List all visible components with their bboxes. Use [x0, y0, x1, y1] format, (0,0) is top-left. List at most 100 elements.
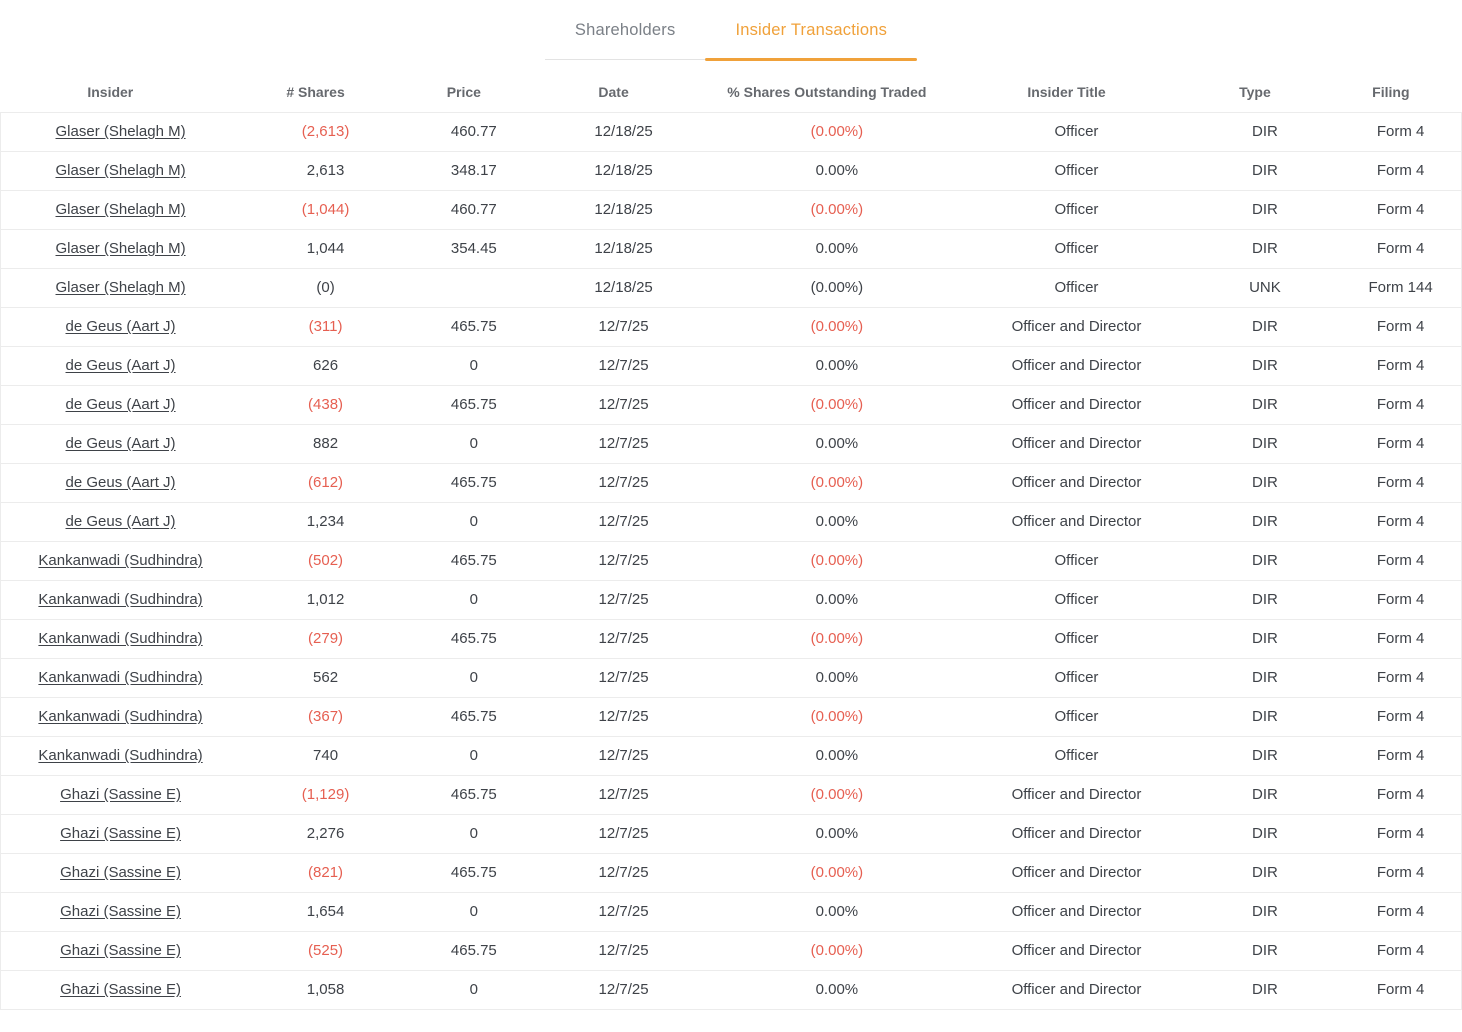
- cell-price: 465.75: [411, 774, 537, 814]
- cell-type: DIR: [1189, 228, 1341, 268]
- cell-filing: Form 4: [1340, 228, 1462, 268]
- cell-date: 12/18/25: [536, 111, 711, 151]
- cell-date: 12/7/25: [536, 813, 711, 853]
- cell-filing: Form 4: [1340, 189, 1462, 229]
- cell-type: DIR: [1189, 306, 1341, 346]
- cell-pct: 0.00%: [710, 657, 964, 697]
- cell-type: DIR: [1189, 891, 1341, 931]
- cell-type: DIR: [1189, 774, 1341, 814]
- cell-price: 465.75: [411, 930, 537, 970]
- cell-insider: Ghazi (Sassine E): [0, 969, 241, 1010]
- cell-filing: Form 4: [1340, 696, 1462, 736]
- cell-date: 12/7/25: [536, 423, 711, 463]
- tab-shareholders[interactable]: Shareholders: [544, 0, 706, 61]
- cell-shares: (821): [240, 852, 412, 892]
- cell-title: Officer: [963, 111, 1190, 151]
- insider-link[interactable]: de Geus (Aart J): [65, 474, 176, 491]
- cell-date: 12/7/25: [536, 306, 711, 346]
- cell-shares: 1,058: [240, 969, 412, 1010]
- cell-insider: Glaser (Shelagh M): [0, 267, 241, 307]
- insider-link[interactable]: Kankanwadi (Sudhindra): [38, 591, 203, 608]
- column-header-filing: Filing: [1372, 83, 1410, 100]
- cell-type: DIR: [1189, 696, 1341, 736]
- cell-type: DIR: [1189, 150, 1341, 190]
- cell-pct: (0.00%): [710, 111, 964, 151]
- insider-link[interactable]: Glaser (Shelagh M): [55, 240, 186, 257]
- cell-title: Officer: [963, 540, 1190, 580]
- insider-link[interactable]: Ghazi (Sassine E): [60, 942, 181, 959]
- cell-price: 0: [411, 891, 537, 931]
- cell-shares: (311): [240, 306, 412, 346]
- insider-link[interactable]: Ghazi (Sassine E): [60, 786, 181, 803]
- cell-type: DIR: [1189, 813, 1341, 853]
- cell-date: 12/18/25: [536, 150, 711, 190]
- cell-pct: 0.00%: [710, 150, 964, 190]
- cell-price: 348.17: [411, 150, 537, 190]
- insider-link[interactable]: Ghazi (Sassine E): [60, 864, 181, 881]
- cell-shares: 882: [240, 423, 412, 463]
- insider-link[interactable]: Glaser (Shelagh M): [55, 279, 186, 296]
- column-header-insider: Insider: [87, 83, 134, 100]
- insider-link[interactable]: Kankanwadi (Sudhindra): [38, 708, 203, 725]
- cell-insider: Glaser (Shelagh M): [0, 150, 241, 190]
- cell-shares: (1,129): [240, 774, 412, 814]
- cell-filing: Form 4: [1340, 657, 1462, 697]
- table-row: de Geus (Aart J) 626 0 12/7/25 0.00% Officer …: [0, 345, 1462, 385]
- cell-shares: 1,044: [240, 228, 412, 268]
- insider-link[interactable]: Glaser (Shelagh M): [55, 201, 186, 218]
- insider-link[interactable]: Ghazi (Sassine E): [60, 825, 181, 842]
- cell-filing: Form 4: [1340, 423, 1462, 463]
- insider-link[interactable]: de Geus (Aart J): [65, 396, 176, 413]
- cell-title: Officer and Director: [963, 774, 1190, 814]
- table-row: Ghazi (Sassine E) (1,129) 465.75 12/7/25 (0.…: [0, 774, 1462, 814]
- cell-price: 465.75: [411, 306, 537, 346]
- insider-link[interactable]: Glaser (Shelagh M): [55, 123, 186, 140]
- cell-type: DIR: [1189, 189, 1341, 229]
- cell-title: Officer: [963, 150, 1190, 190]
- insider-link[interactable]: Glaser (Shelagh M): [55, 162, 186, 179]
- table-header-row: Insider # Shares Price Date % Shares Outstan…: [1, 72, 1462, 112]
- insider-link[interactable]: Kankanwadi (Sudhindra): [38, 669, 203, 686]
- table-row: Glaser (Shelagh M) 2,613 348.17 12/18/25 0.0…: [0, 150, 1462, 190]
- cell-type: DIR: [1189, 969, 1341, 1010]
- tab-insider-transactions[interactable]: Insider Transactions: [705, 0, 917, 61]
- cell-title: Officer and Director: [963, 891, 1190, 931]
- cell-shares: 2,613: [240, 150, 412, 190]
- cell-price: 465.75: [411, 540, 537, 580]
- cell-filing: Form 4: [1340, 150, 1462, 190]
- insider-link[interactable]: Kankanwadi (Sudhindra): [38, 630, 203, 647]
- cell-title: Officer: [963, 189, 1190, 229]
- table-row: Kankanwadi (Sudhindra) 740 0 12/7/25 0.00% Of…: [0, 735, 1462, 775]
- insider-link[interactable]: Kankanwadi (Sudhindra): [38, 747, 203, 764]
- cell-date: 12/7/25: [536, 969, 711, 1010]
- cell-filing: Form 4: [1340, 345, 1462, 385]
- cell-title: Officer and Director: [963, 423, 1190, 463]
- insider-link[interactable]: Kankanwadi (Sudhindra): [38, 552, 203, 569]
- cell-date: 12/7/25: [536, 345, 711, 385]
- cell-price: 0: [411, 423, 537, 463]
- cell-pct: (0.00%): [710, 618, 964, 658]
- insider-link[interactable]: de Geus (Aart J): [65, 435, 176, 452]
- table-row: Kankanwadi (Sudhindra) (279) 465.75 12/7/25…: [0, 618, 1462, 658]
- table-row: Kankanwadi (Sudhindra) 1,012 0 12/7/25 0.00%…: [0, 579, 1462, 619]
- cell-shares: (0): [240, 267, 412, 307]
- insider-link[interactable]: Ghazi (Sassine E): [60, 981, 181, 998]
- table-row: Glaser (Shelagh M) (0) 12/18/25 (0.00%) Offi…: [0, 267, 1462, 307]
- cell-filing: Form 4: [1340, 579, 1462, 619]
- insider-link[interactable]: de Geus (Aart J): [65, 513, 176, 530]
- cell-insider: Kankanwadi (Sudhindra): [0, 618, 241, 658]
- cell-pct: (0.00%): [710, 384, 964, 424]
- cell-shares: 1,012: [240, 579, 412, 619]
- insider-link[interactable]: de Geus (Aart J): [65, 318, 176, 335]
- insider-link[interactable]: de Geus (Aart J): [65, 357, 176, 374]
- cell-date: 12/7/25: [536, 579, 711, 619]
- cell-type: DIR: [1189, 618, 1341, 658]
- cell-filing: Form 4: [1340, 735, 1462, 775]
- cell-insider: Glaser (Shelagh M): [0, 228, 241, 268]
- cell-pct: 0.00%: [710, 969, 964, 1010]
- cell-insider: Kankanwadi (Sudhindra): [0, 579, 241, 619]
- cell-insider: Ghazi (Sassine E): [0, 891, 241, 931]
- insider-link[interactable]: Ghazi (Sassine E): [60, 903, 181, 920]
- cell-pct: 0.00%: [710, 891, 964, 931]
- cell-shares: (438): [240, 384, 412, 424]
